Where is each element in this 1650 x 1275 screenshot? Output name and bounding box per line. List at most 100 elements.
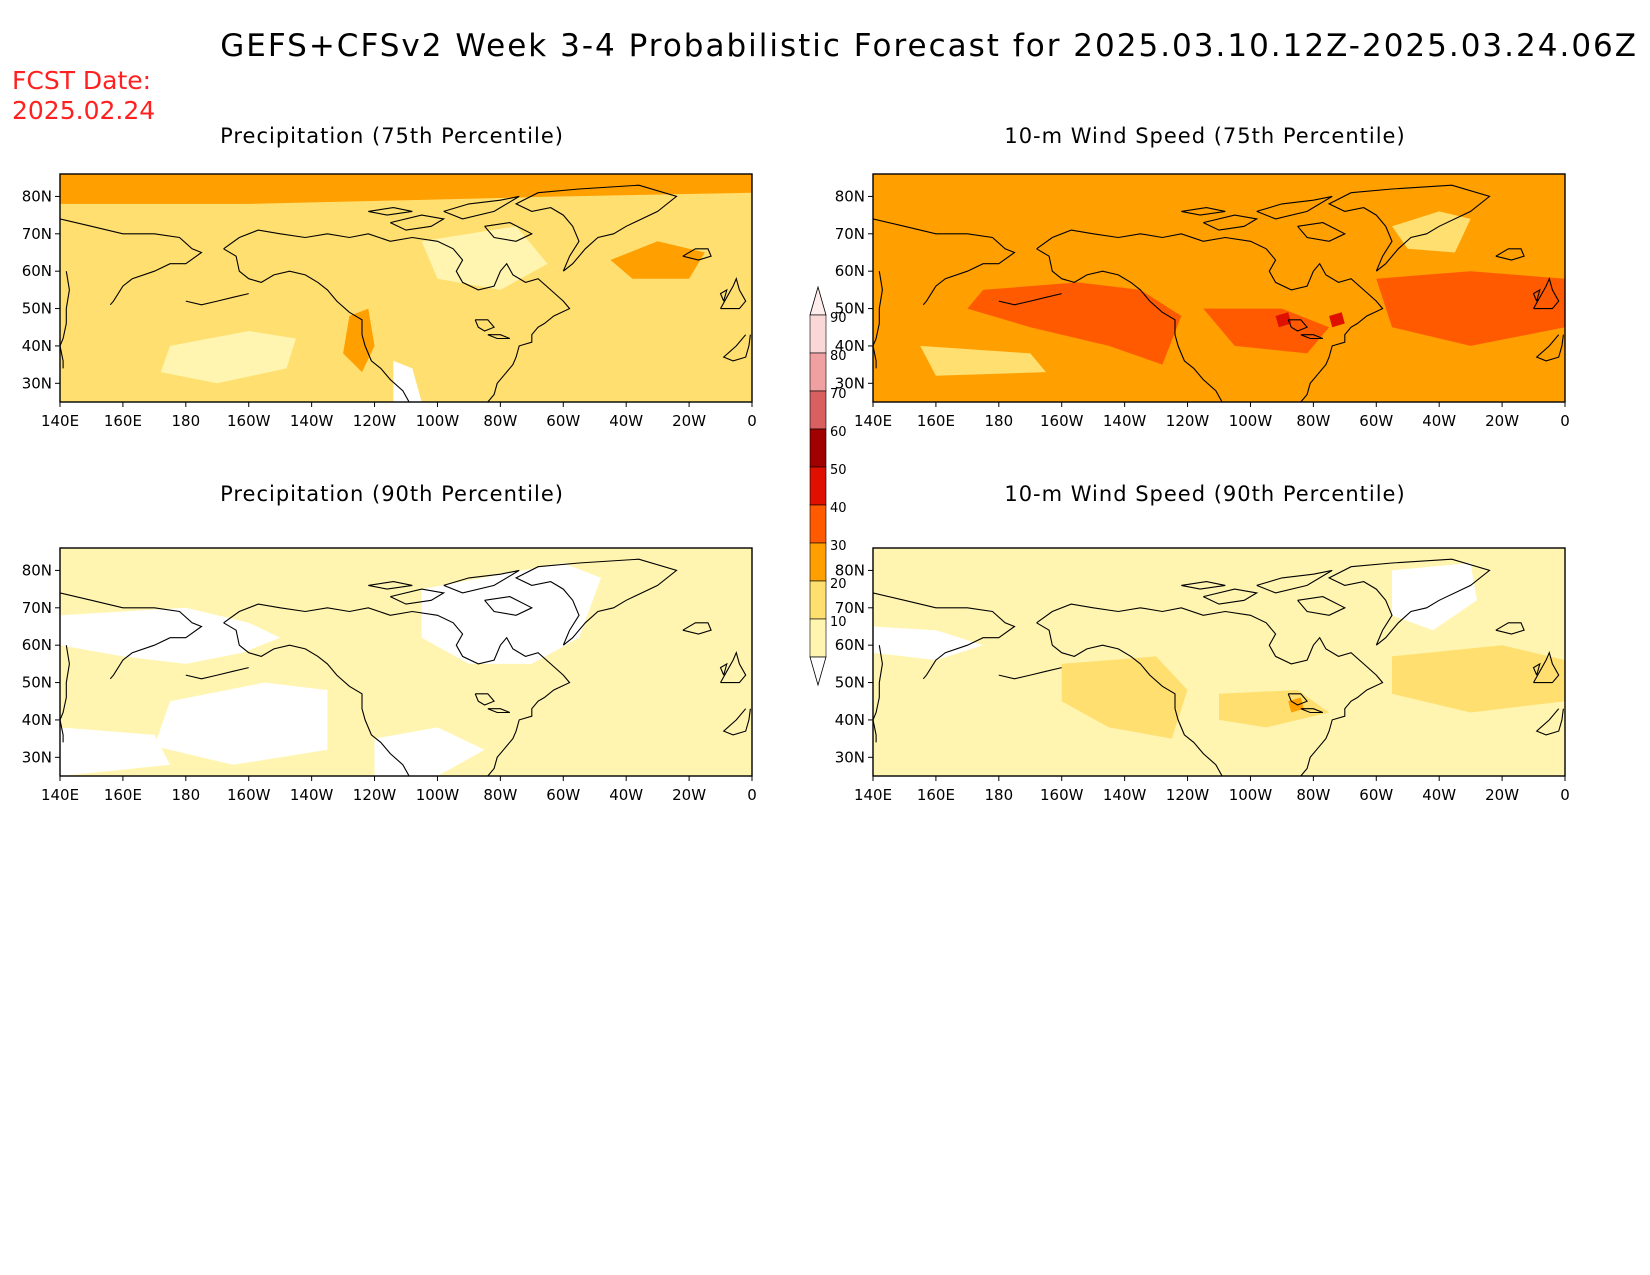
lon-tick-label: 20W [1485, 412, 1519, 430]
lon-tick-label: 160E [917, 786, 955, 804]
forecast-date-value: 2025.02.24 [12, 96, 156, 125]
shaded-region [873, 626, 984, 661]
lon-tick-label: 40W [1422, 786, 1456, 804]
lat-tick-label: 40N [22, 337, 52, 355]
shaded-region [920, 345, 1046, 376]
coastline [1036, 229, 1384, 402]
colorbar-swatch [809, 618, 827, 658]
colorbar-swatch [809, 504, 827, 544]
coastline [873, 592, 1016, 680]
shaded-region [421, 563, 601, 664]
coastline [185, 667, 249, 680]
coastline [474, 693, 496, 706]
colorbar-label: 90 [830, 311, 847, 326]
coastline [390, 214, 446, 231]
shaded-region [1392, 645, 1565, 713]
lon-tick-label: 20W [672, 412, 706, 430]
lon-tick-label: 100W [416, 412, 460, 430]
lon-tick-label: 60W [546, 786, 580, 804]
coastline [484, 222, 534, 242]
lat-tick-label: 60N [22, 636, 52, 654]
lon-tick-label: 80W [1296, 412, 1330, 430]
lon-tick-label: 120W [1166, 412, 1210, 430]
colorbar-label: 70 [830, 387, 847, 402]
figure-title: GEFS+CFSv2 Week 3-4 Probabilistic Foreca… [220, 28, 1638, 64]
lon-tick-label: 80W [1296, 786, 1330, 804]
shaded-region [154, 682, 328, 765]
coastline [682, 622, 712, 635]
map-frame [872, 547, 1566, 777]
coastline [60, 218, 203, 306]
map-panel-precip-75: 140E 160E 180 160W 140W 120W 100W 80W 60W 40W 20W 0… [22, 173, 757, 430]
lat-tick-label: 40N [835, 337, 865, 355]
lon-tick-label: 140E [854, 412, 892, 430]
colorbar-swatch [809, 542, 827, 582]
lon-tick-label: 180 [171, 412, 200, 430]
coastline [1256, 195, 1333, 220]
lon-tick-label: 140W [1103, 786, 1147, 804]
lat-tick-label: 80N [22, 561, 52, 579]
coastline [1297, 222, 1347, 242]
coastline [223, 622, 410, 776]
lat-tick-label: 50N [22, 300, 52, 318]
lat-tick-label: 70N [835, 599, 865, 617]
lon-tick-label: 100W [1229, 412, 1273, 430]
lon-tick-label: 160W [1040, 412, 1084, 430]
coastline [1256, 569, 1333, 594]
lon-tick-label: 100W [416, 786, 460, 804]
lon-tick-label: 80W [483, 786, 517, 804]
coastline [1203, 214, 1259, 231]
coastline [1532, 662, 1541, 676]
shaded-region [160, 331, 296, 384]
lon-tick-label: 140E [41, 412, 79, 430]
lat-tick-label: 70N [22, 599, 52, 617]
coastline [514, 558, 678, 646]
coastline [487, 708, 511, 714]
lon-tick-label: 60W [1359, 786, 1393, 804]
shaded-region [1329, 312, 1345, 328]
coastline [1287, 693, 1309, 706]
coastline [722, 708, 751, 736]
coastline [474, 319, 496, 332]
coastline [60, 645, 70, 743]
colorbar-swatch [809, 466, 827, 506]
lat-tick-label: 30N [835, 374, 865, 392]
coastline [873, 645, 883, 743]
colorbar-bottom-arrow [809, 656, 827, 687]
map-frame [872, 173, 1566, 403]
lat-tick-label: 60N [835, 262, 865, 280]
colorbar-label: 60 [830, 425, 847, 440]
coastline [1533, 651, 1560, 684]
lat-tick-label: 70N [835, 225, 865, 243]
colorbar-label: 80 [830, 349, 847, 364]
lat-tick-label: 60N [835, 636, 865, 654]
lat-tick-label: 40N [835, 711, 865, 729]
lon-tick-label: 0 [1560, 412, 1570, 430]
lon-tick-label: 140W [1103, 412, 1147, 430]
lon-tick-label: 0 [1560, 786, 1570, 804]
coastline [1300, 708, 1324, 714]
lon-tick-label: 160W [1040, 786, 1084, 804]
coastline [720, 651, 747, 684]
shaded-region [1061, 656, 1188, 739]
map-panel-precip-90: 140E 160E 180 160W 140W 120W 100W 80W 60W 40W 20W 0… [22, 547, 757, 804]
coastline [998, 667, 1062, 680]
lon-tick-label: 140W [290, 786, 334, 804]
coastline [223, 248, 410, 402]
lat-tick-label: 60N [22, 262, 52, 280]
lat-tick-label: 50N [835, 300, 865, 318]
lon-tick-label: 0 [747, 412, 757, 430]
shaded-region [1392, 211, 1471, 253]
colorbar-swatch [809, 352, 827, 392]
shaded-region [1275, 312, 1292, 328]
panel-title-precip-75: Precipitation (75th Percentile) [220, 124, 564, 148]
lon-tick-label: 100W [1229, 786, 1273, 804]
colorbar-label: 10 [830, 615, 847, 630]
lat-tick-label: 80N [835, 187, 865, 205]
coastline [443, 569, 520, 594]
lon-tick-label: 160E [104, 412, 142, 430]
panel-title-wind-90: 10-m Wind Speed (90th Percentile) [1004, 482, 1406, 506]
lon-tick-label: 60W [1359, 412, 1393, 430]
lat-tick-label: 50N [835, 674, 865, 692]
lon-tick-label: 0 [747, 786, 757, 804]
